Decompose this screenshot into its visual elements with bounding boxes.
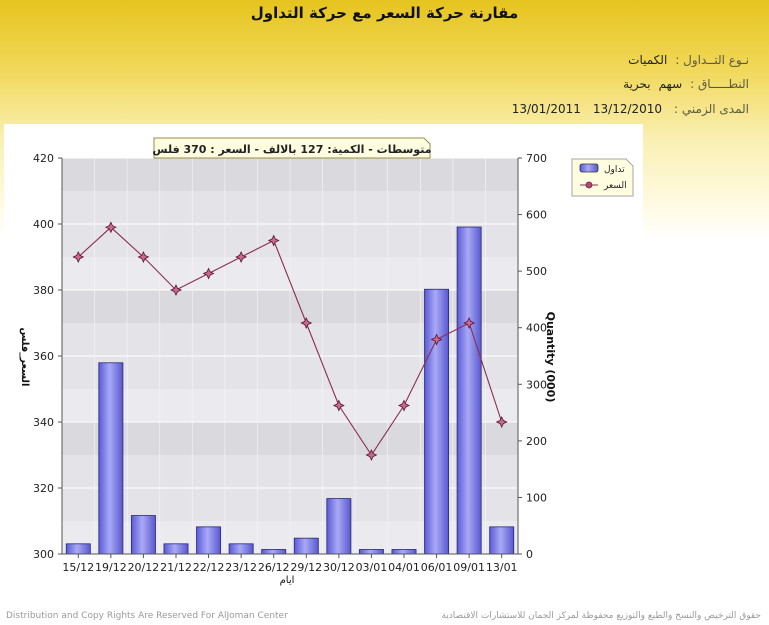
scope-value-1: سهم [658,77,683,91]
footer-copyright-ar: حقوق الترخيص والنسخ والطبع والتوزيع محفو… [441,611,761,621]
price-point [170,284,182,296]
tick-label-left: 380 [33,284,54,297]
tick-label-x: 30/12 [323,561,355,574]
y-axis-right-label: Quantity (000) [544,312,557,403]
price-point [463,317,476,329]
scope-value-2: بحرية [623,77,651,91]
tick-label-x: 20/12 [128,561,160,574]
legend-line-marker [585,181,593,189]
tick-label-right: 0 [526,548,533,561]
volume-bar [456,226,482,555]
volume-bar [293,537,319,555]
tick-label-right: 200 [526,435,547,448]
tick-label-left: 400 [33,218,54,231]
volume-bar [489,526,515,555]
tick-label-x: 04/01 [388,561,420,574]
price-point [137,251,150,263]
trading-type-label: نـوع التــداول : [675,53,749,67]
tick-label-right: 700 [526,152,547,165]
volume-bar [261,549,287,555]
tick-label-x: 15/12 [62,561,94,574]
chart-subtitle: متوسطات - الكمية: 127 بالالف - السعر : 3… [152,143,431,156]
period-label: المدى الزمني : [674,102,749,116]
x-axis-label: ايام [280,575,295,586]
tick-label-right: 400 [526,322,547,335]
tick-label-left: 300 [33,548,54,561]
volume-bar [65,543,91,555]
price-point [332,399,345,412]
page-title: مقارنة حركة السعر مع حركة التداول [250,4,519,22]
legend-line-label: السعر [603,181,627,191]
price-point [72,251,85,263]
price-line [77,226,503,457]
period-row: المدى الزمني : 13/12/2010 13/01/2011 [512,102,749,116]
tick-label-left: 320 [33,482,54,495]
tick-label-x: 13/01 [486,561,518,574]
scope-label: النطـــــاق : [690,77,749,91]
price-point [398,399,410,412]
trading-type-row: نـوع التــداول : الكميات [628,53,749,67]
volume-bar [424,288,450,555]
period-to: 13/01/2011 [511,102,581,116]
volume-bar [163,543,189,555]
tick-label-left: 360 [33,350,54,363]
volume-bar [196,526,222,555]
price-point [202,267,215,280]
y-axis-left-label: السعر_فلس [19,328,30,387]
tick-label-x: 29/12 [290,561,322,574]
subtitle-box: متوسطات - الكمية: 127 بالالف - السعر : 3… [152,137,432,159]
price-point [430,333,443,346]
tick-label-x: 06/01 [421,561,453,574]
trading-type-value: الكميات [628,53,668,67]
volume-bar [98,362,124,555]
tick-label-right: 600 [526,209,547,222]
price-point [104,221,117,234]
chart-panel: 300 320 340 360 380 400 420 0 100 200 300 400 500 60… [4,124,643,595]
volume-bar [358,549,384,555]
price-point [365,449,378,461]
scope-row: النطـــــاق : سهم بحرية [623,77,749,91]
volume-bar [130,515,156,555]
tick-label-x: 09/01 [453,561,485,574]
price-point [235,251,248,263]
legend-bar-label: تداول [604,165,625,175]
price-point [300,317,313,329]
footer-copyright-en: Distribution and Copy Rights Are Reserve… [6,611,288,621]
tick-label-right: 100 [526,491,547,504]
price-volume-chart: 300 320 340 360 380 400 420 0 100 200 300 400 500 60… [19,137,634,586]
volume-bar [391,549,417,555]
volume-bar [326,498,352,555]
tick-label-x: 22/12 [193,561,225,574]
period-from: 13/12/2010 [592,102,663,116]
legend-bar-swatch [579,163,599,173]
tick-label-x: 21/12 [160,561,192,574]
tick-label-x: 26/12 [258,561,290,574]
tick-label-x: 23/12 [225,561,257,574]
tick-label-x: 19/12 [95,561,127,574]
price-point [495,416,508,428]
volume-bar [228,543,254,555]
tick-label-x: 03/01 [356,561,388,574]
tick-label-right: 300 [526,378,547,391]
tick-label-right: 500 [526,265,547,278]
tick-label-left: 420 [33,152,54,165]
tick-label-left: 340 [33,416,54,429]
price-point [267,234,280,247]
chart-legend: تداول السعر [571,158,634,197]
